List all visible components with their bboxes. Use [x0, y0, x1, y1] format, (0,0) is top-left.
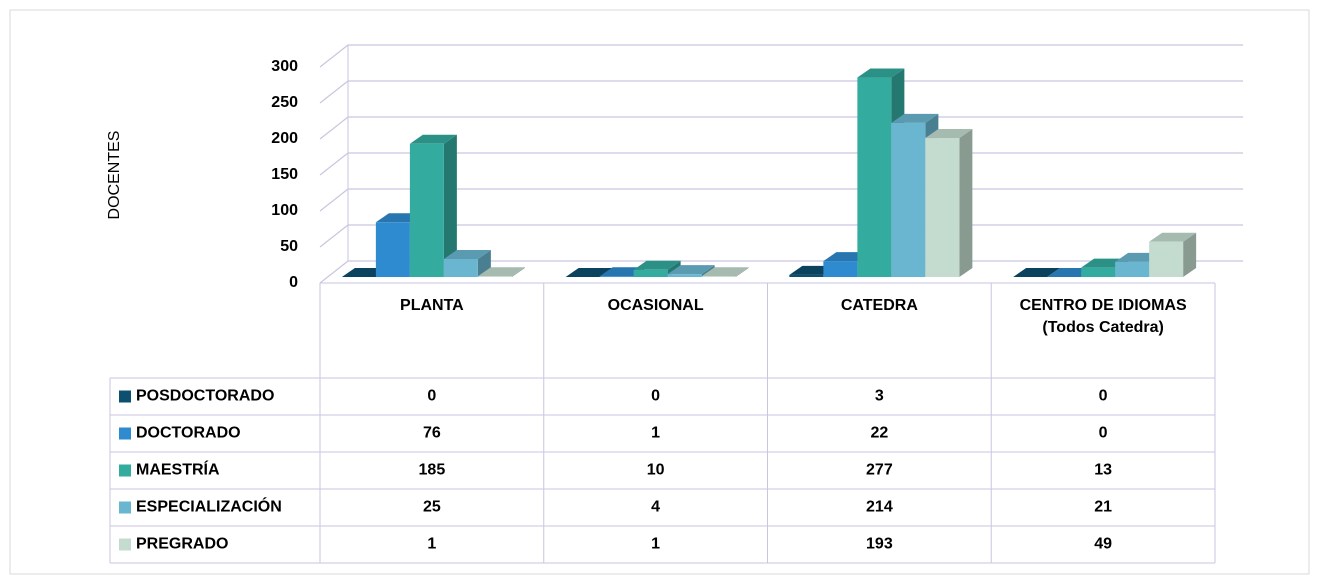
- y-tick-label: 300: [271, 58, 298, 75]
- legend-label: PREGRADO: [136, 536, 228, 553]
- bar-top: [443, 250, 491, 259]
- table-value: 4: [651, 499, 660, 516]
- legend-label: ESPECIALIZACIÓN: [136, 497, 282, 516]
- bar: [477, 276, 512, 277]
- table-value: 21: [1094, 499, 1112, 516]
- x-tick-label: CATEDRA: [840, 297, 918, 314]
- table-value: 0: [1099, 425, 1108, 442]
- x-tick-label-box: CENTRO DE IDIOMAS (Todos Catedra): [1019, 297, 1187, 336]
- table-value: 76: [423, 425, 441, 442]
- table-value: 1: [651, 425, 660, 442]
- x-tick-label: PLANTA: [400, 297, 464, 314]
- x-tick-label: OCASIONAL: [607, 297, 704, 314]
- table-value: 277: [866, 462, 893, 479]
- table-value: 193: [866, 536, 893, 553]
- legend-swatch: [119, 538, 131, 551]
- bar: [1149, 241, 1184, 277]
- bar: [409, 143, 444, 277]
- table-value: 49: [1094, 536, 1112, 553]
- bar: [701, 276, 736, 277]
- bar-top: [857, 68, 905, 78]
- x-tick-label-box: OCASIONAL: [607, 297, 704, 314]
- bar-side: [511, 267, 525, 277]
- bar-top: [565, 268, 613, 277]
- legend-swatch: [119, 390, 131, 403]
- y-tick-label: 200: [271, 130, 298, 147]
- x-tick-label-box: PLANTA: [400, 297, 464, 314]
- y-tick-label: 150: [271, 166, 298, 183]
- table-value: 0: [651, 388, 660, 405]
- y-tick-label: 250: [271, 94, 298, 111]
- bar-top: [1149, 232, 1197, 242]
- table-value: 10: [647, 462, 665, 479]
- bar-top: [1013, 268, 1061, 277]
- y-axis-label: DOCENTES: [106, 131, 123, 220]
- table-value: 13: [1094, 462, 1112, 479]
- legend-label: DOCTORADO: [136, 425, 241, 442]
- bar-side: [735, 267, 749, 277]
- bar: [443, 259, 478, 277]
- legend-swatch: [119, 464, 131, 477]
- y-tick-label: 100: [271, 202, 298, 219]
- bar-side: [959, 129, 973, 277]
- y-tick-label: 0: [289, 274, 298, 291]
- bar: [925, 138, 960, 277]
- bar: [789, 274, 824, 277]
- table-value: 185: [419, 462, 446, 479]
- bar: [1115, 261, 1150, 277]
- bar: [667, 274, 702, 277]
- chart-border: [9, 9, 1310, 575]
- bar-top: [409, 134, 457, 144]
- table-value: 1: [427, 536, 436, 553]
- bar: [633, 269, 668, 277]
- x-tick-label: CENTRO DE IDIOMAS (Todos Catedra): [1019, 297, 1187, 336]
- bar: [599, 276, 634, 277]
- legend-swatch: [119, 501, 131, 514]
- table-value: 214: [866, 499, 893, 516]
- bar: [1081, 267, 1116, 277]
- table-value: 22: [870, 425, 888, 442]
- bar-top: [633, 260, 681, 270]
- y-tick-label: 50: [280, 238, 298, 255]
- table-value: 0: [1099, 388, 1108, 405]
- bar-top: [667, 265, 715, 275]
- table-value: 0: [427, 388, 436, 405]
- x-tick-label-box: CATEDRA: [840, 297, 918, 314]
- bar-top: [701, 267, 749, 277]
- bar: [823, 261, 858, 277]
- bar-top: [891, 113, 939, 123]
- bar-side: [443, 134, 457, 277]
- bar-side: [1183, 232, 1197, 277]
- bar: [857, 77, 892, 277]
- bar: [891, 122, 926, 277]
- table-value: 3: [875, 388, 884, 405]
- bar-top: [477, 267, 525, 277]
- legend-label: MAESTRÍA: [136, 460, 220, 479]
- table-value: 1: [651, 536, 660, 553]
- legend-swatch: [119, 427, 131, 440]
- bar-top: [925, 129, 973, 139]
- legend-label: POSDOCTORADO: [136, 388, 274, 405]
- bar: [375, 222, 410, 277]
- table-value: 25: [423, 499, 441, 516]
